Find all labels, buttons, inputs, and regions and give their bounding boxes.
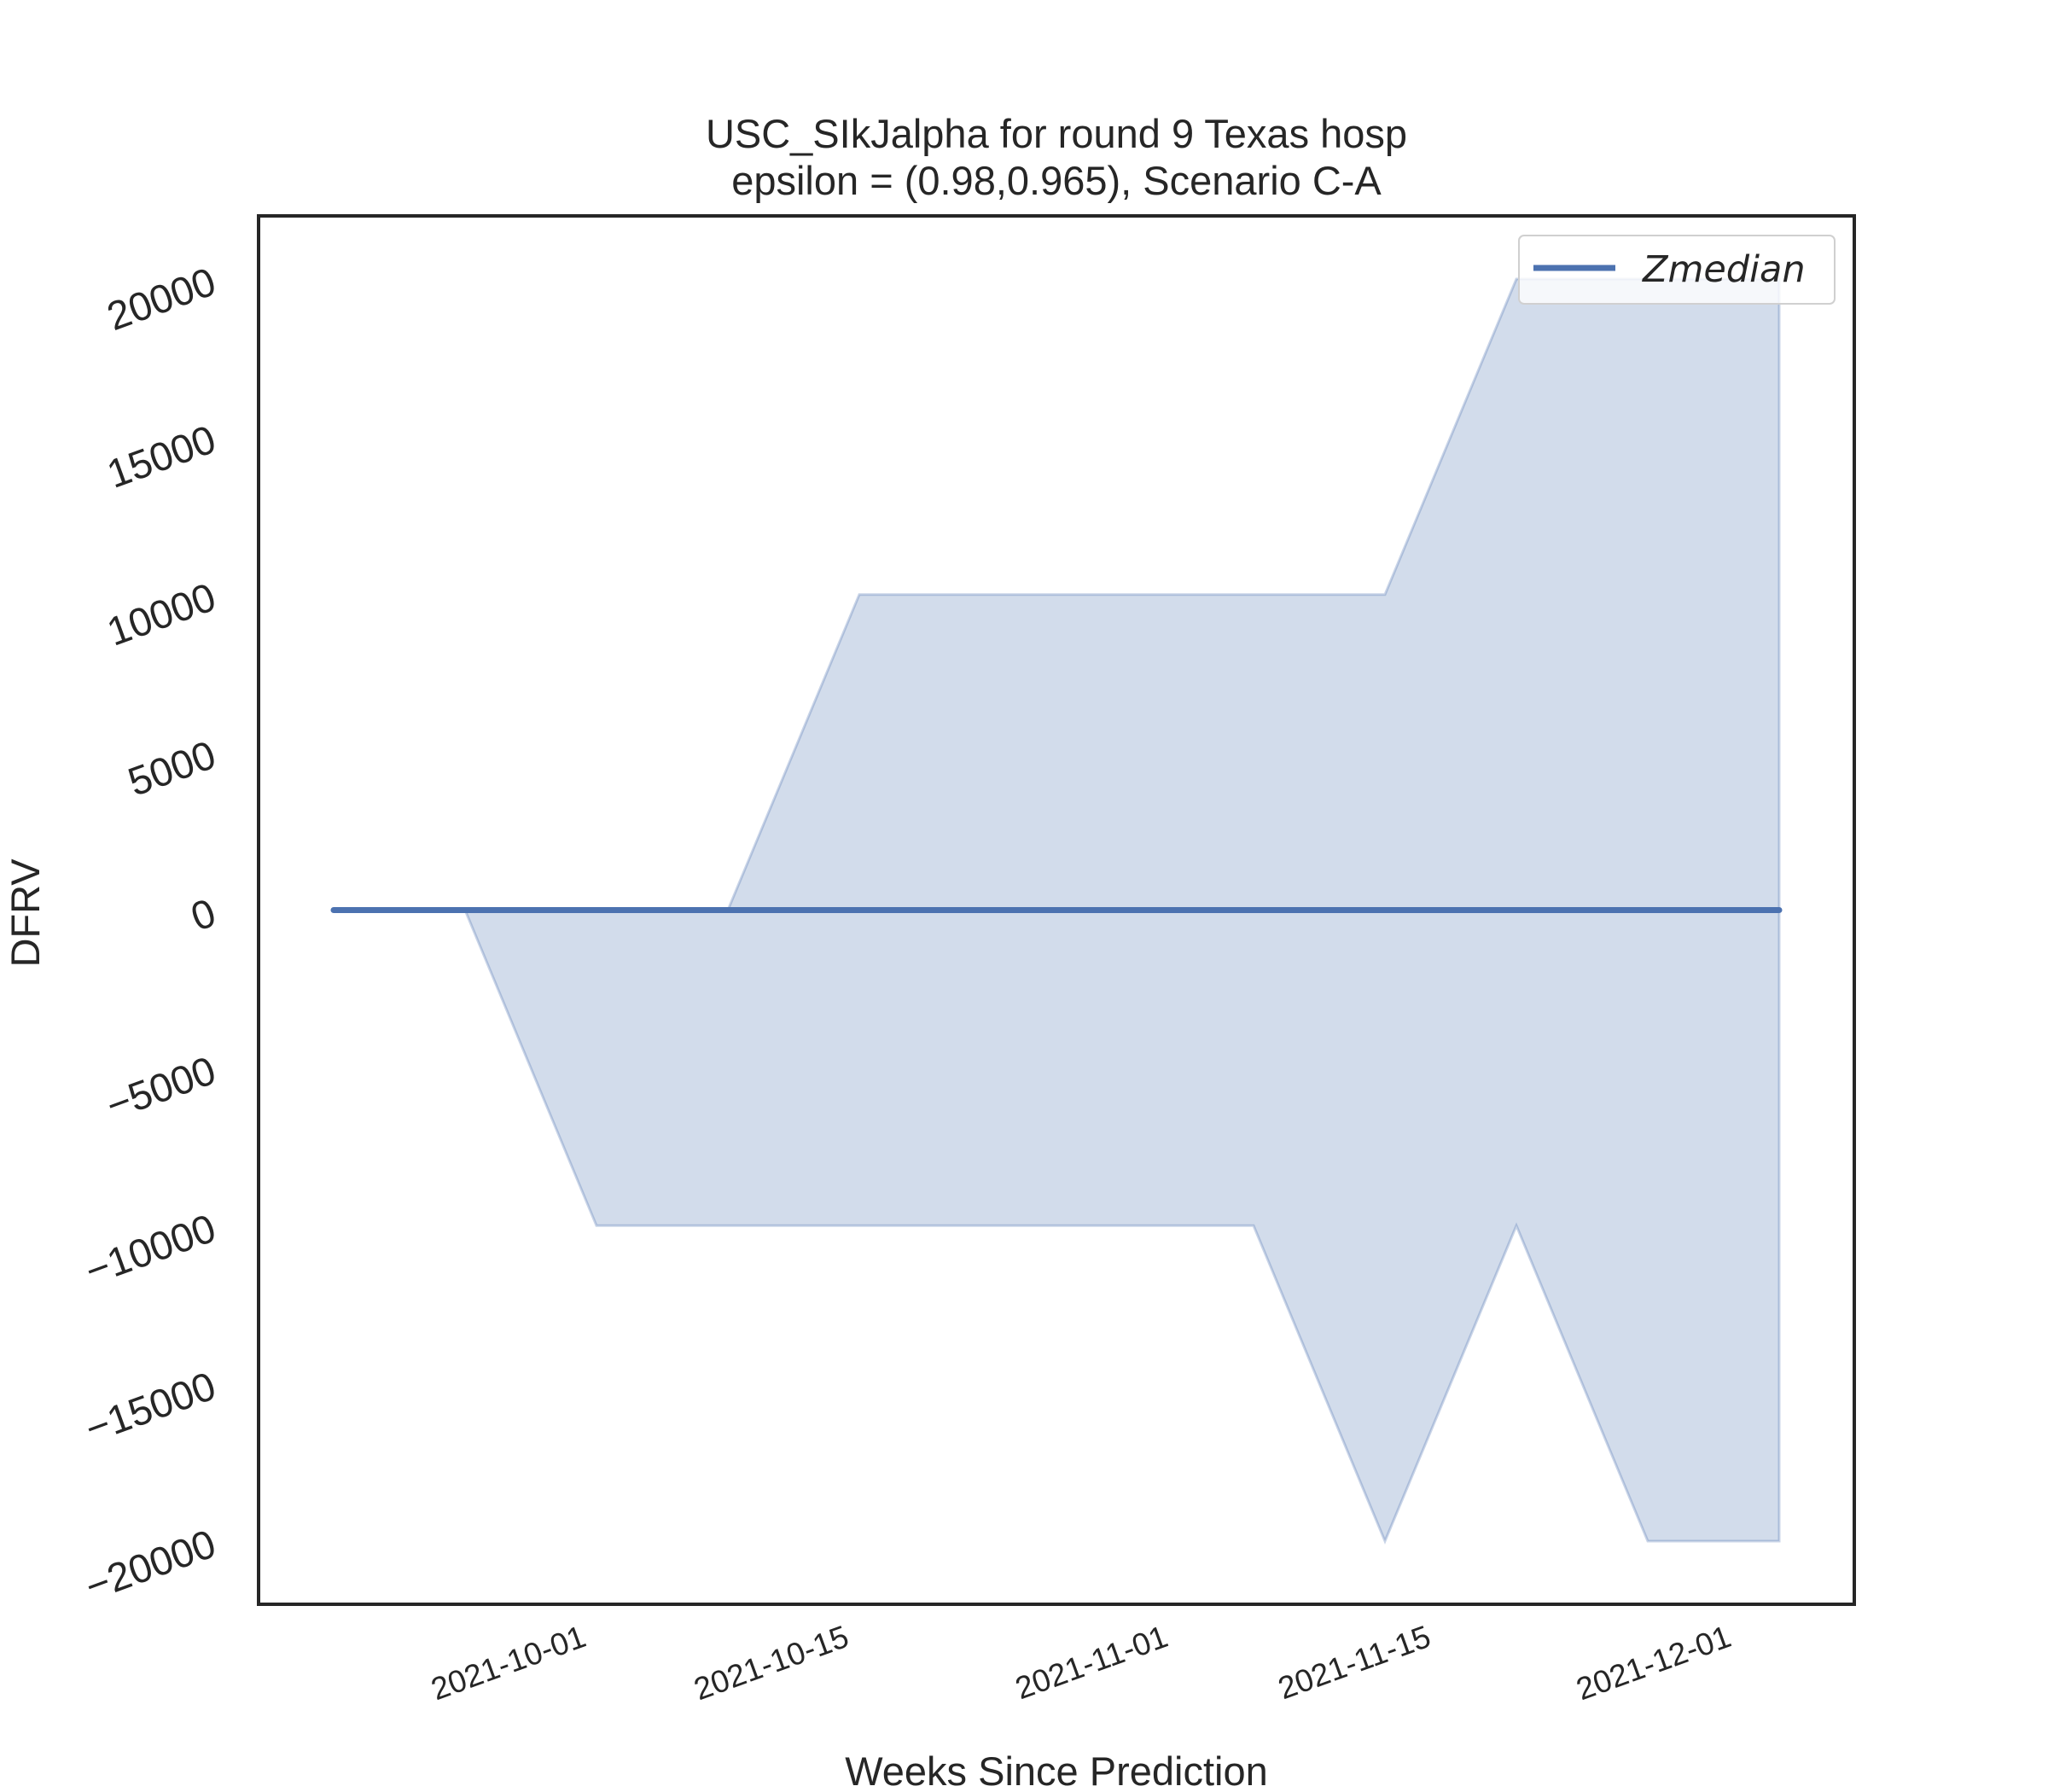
y-tick-label: −15000 [79, 1363, 222, 1452]
y-axis-ticks: 20000 15000 10000 5000 0 −5000 −10000 −15000 −20… [79, 259, 222, 1609]
plot-frame [257, 214, 1856, 1606]
legend: Zmedian [1518, 235, 1836, 305]
y-tick-label: 20000 [101, 259, 221, 340]
legend-label-zmedian: Zmedian [1642, 248, 1806, 291]
y-tick-label: −20000 [79, 1521, 222, 1609]
y-tick-label: −10000 [79, 1205, 222, 1294]
plot-area [330, 277, 1783, 1545]
x-tick-label: 2021-12-01 [1572, 1619, 1736, 1707]
y-tick-label: 15000 [101, 416, 221, 497]
x-tick-label: 2021-10-01 [427, 1619, 591, 1707]
x-axis-ticks: 2021-10-01 2021-10-15 2021-11-01 2021-11-15… [427, 1619, 1736, 1707]
chart-subtitle: epsilon = (0.98,0.965), Scenario C-A [731, 158, 1382, 203]
x-tick-label: 2021-10-15 [689, 1619, 853, 1707]
y-axis-label: DFRV [3, 858, 48, 968]
legend-box [1518, 235, 1836, 305]
y-tick-label: −5000 [100, 1047, 221, 1128]
y-tick-label: 10000 [101, 573, 221, 655]
x-tick-label: 2021-11-01 [1010, 1619, 1172, 1706]
y-tick-label: 5000 [122, 731, 221, 805]
x-axis-label: Weeks Since Prediction [845, 1748, 1267, 1792]
x-tick-label: 2021-11-15 [1273, 1619, 1434, 1706]
chart-title: USC_SIkJalpha for round 9 Texas hosp [706, 111, 1407, 156]
y-tick-label: 0 [185, 889, 222, 940]
